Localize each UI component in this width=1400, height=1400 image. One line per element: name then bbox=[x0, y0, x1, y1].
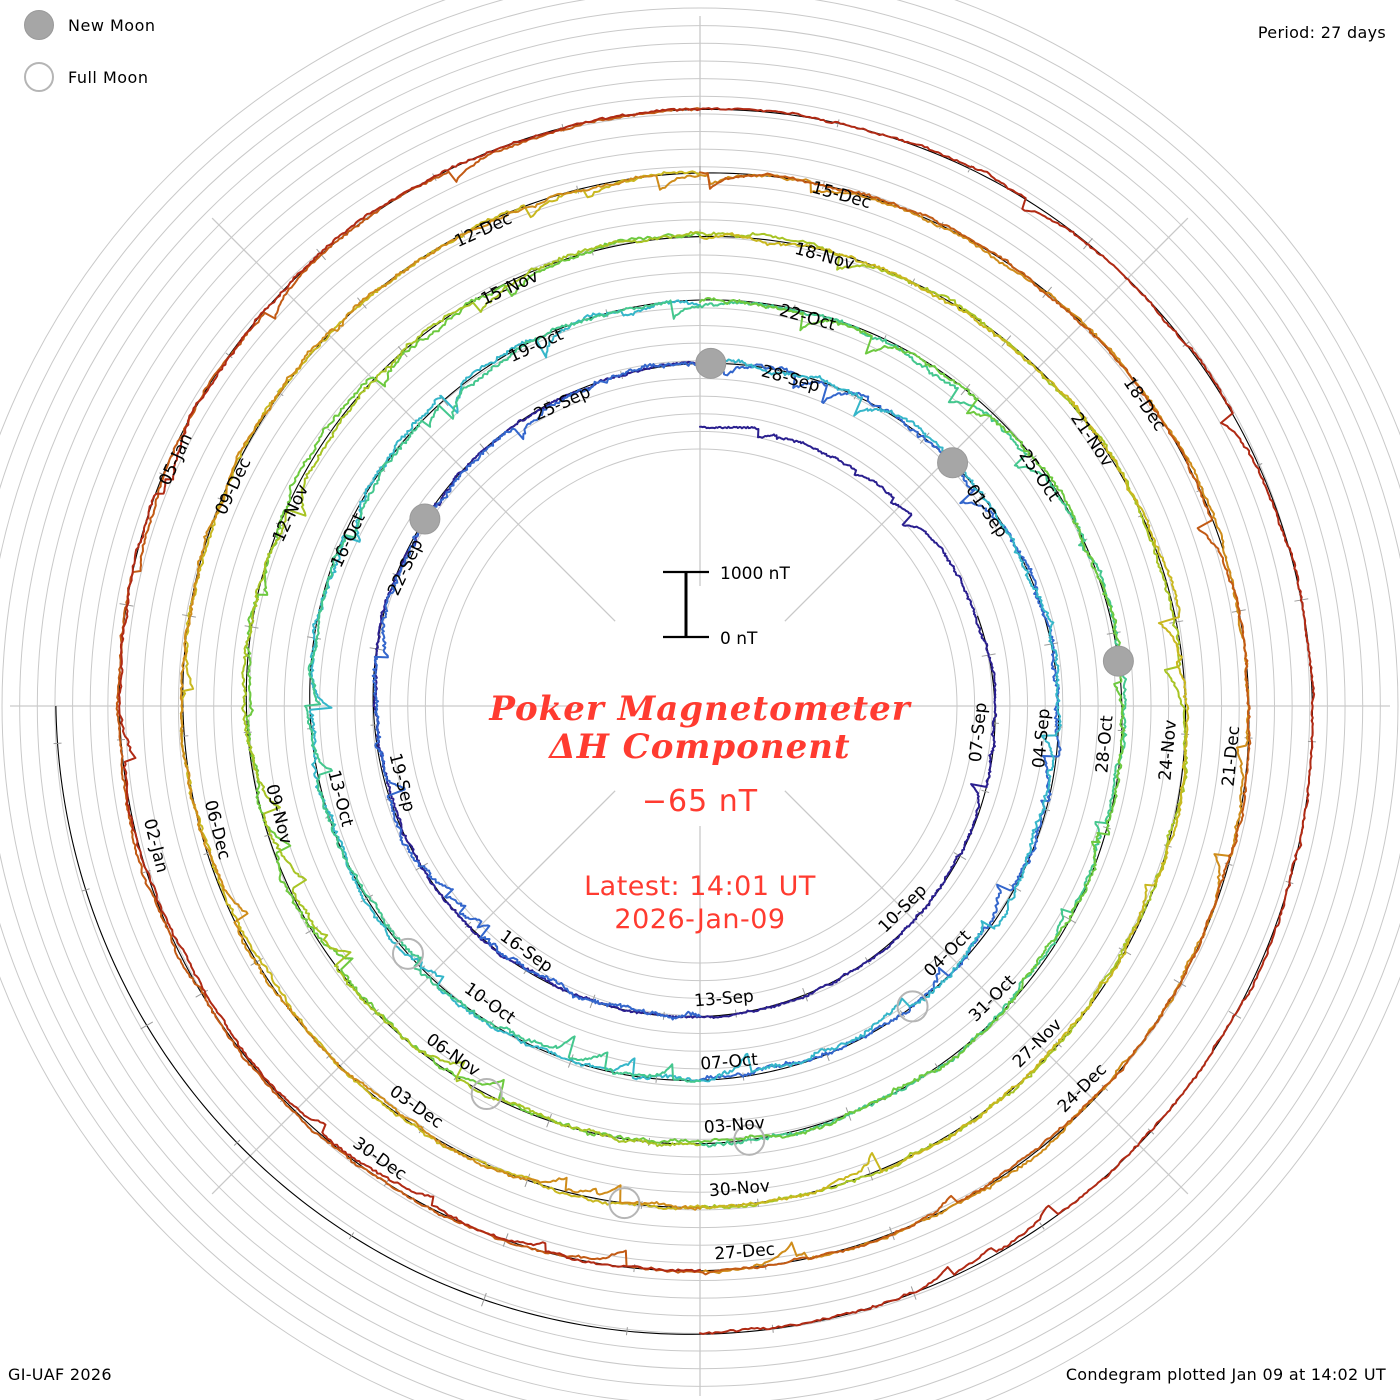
date-label: 27-Dec bbox=[714, 1240, 776, 1265]
legend-item-full-moon: Full Moon bbox=[24, 62, 148, 92]
legend-item-new-moon: New Moon bbox=[24, 10, 156, 40]
magnetometer-traces bbox=[115, 107, 1316, 1335]
period-label: Period: 27 days bbox=[1257, 23, 1386, 42]
legend-label-full-moon: Full Moon bbox=[68, 67, 149, 87]
date-label: 18-Dec bbox=[1119, 374, 1170, 435]
moon-phase-markers bbox=[391, 347, 1134, 1220]
date-label: 01-Sep bbox=[961, 481, 1011, 542]
date-label: 03-Nov bbox=[703, 1113, 765, 1138]
date-label: 21-Dec bbox=[1219, 725, 1245, 787]
full-moon-icon bbox=[24, 62, 54, 92]
date-label: 28-Oct bbox=[1092, 714, 1117, 774]
date-label: 10-Oct bbox=[460, 979, 519, 1029]
date-label: 24-Nov bbox=[1155, 719, 1181, 782]
radial-grid-spokes bbox=[10, 16, 1390, 1396]
date-label: 07-Sep bbox=[966, 702, 992, 763]
date-label: 15-Nov bbox=[478, 266, 542, 309]
scalebar-top-label: 1000 nT bbox=[720, 564, 790, 584]
date-label: 16-Oct bbox=[327, 510, 370, 571]
date-label: 06-Dec bbox=[200, 798, 234, 862]
credit-label: GI-UAF 2026 bbox=[8, 1365, 112, 1384]
date-label: 12-Dec bbox=[452, 209, 516, 252]
date-label: 22-Oct bbox=[777, 301, 838, 336]
date-label: 15-Dec bbox=[809, 178, 873, 213]
scalebar-bottom-label: 0 nT bbox=[720, 629, 758, 649]
date-label: 04-Sep bbox=[1029, 708, 1055, 769]
legend-label-new-moon: New Moon bbox=[68, 15, 156, 35]
scale-bar: 1000 nT 0 nT bbox=[663, 564, 790, 649]
date-label: 22-Sep bbox=[384, 536, 428, 599]
date-label: 18-Nov bbox=[792, 239, 856, 275]
new-moon-icon bbox=[24, 10, 54, 40]
plotted-timestamp: Condegram plotted Jan 09 at 14:02 UT bbox=[1065, 1365, 1386, 1384]
date-label: 13-Sep bbox=[693, 987, 754, 1012]
date-label: 12-Nov bbox=[269, 482, 313, 546]
date-label: 07-Oct bbox=[700, 1050, 759, 1075]
date-label: 30-Dec bbox=[349, 1133, 410, 1184]
date-label: 19-Oct bbox=[506, 325, 567, 367]
date-label: 09-Nov bbox=[261, 782, 296, 846]
date-label: 30-Nov bbox=[708, 1176, 770, 1201]
